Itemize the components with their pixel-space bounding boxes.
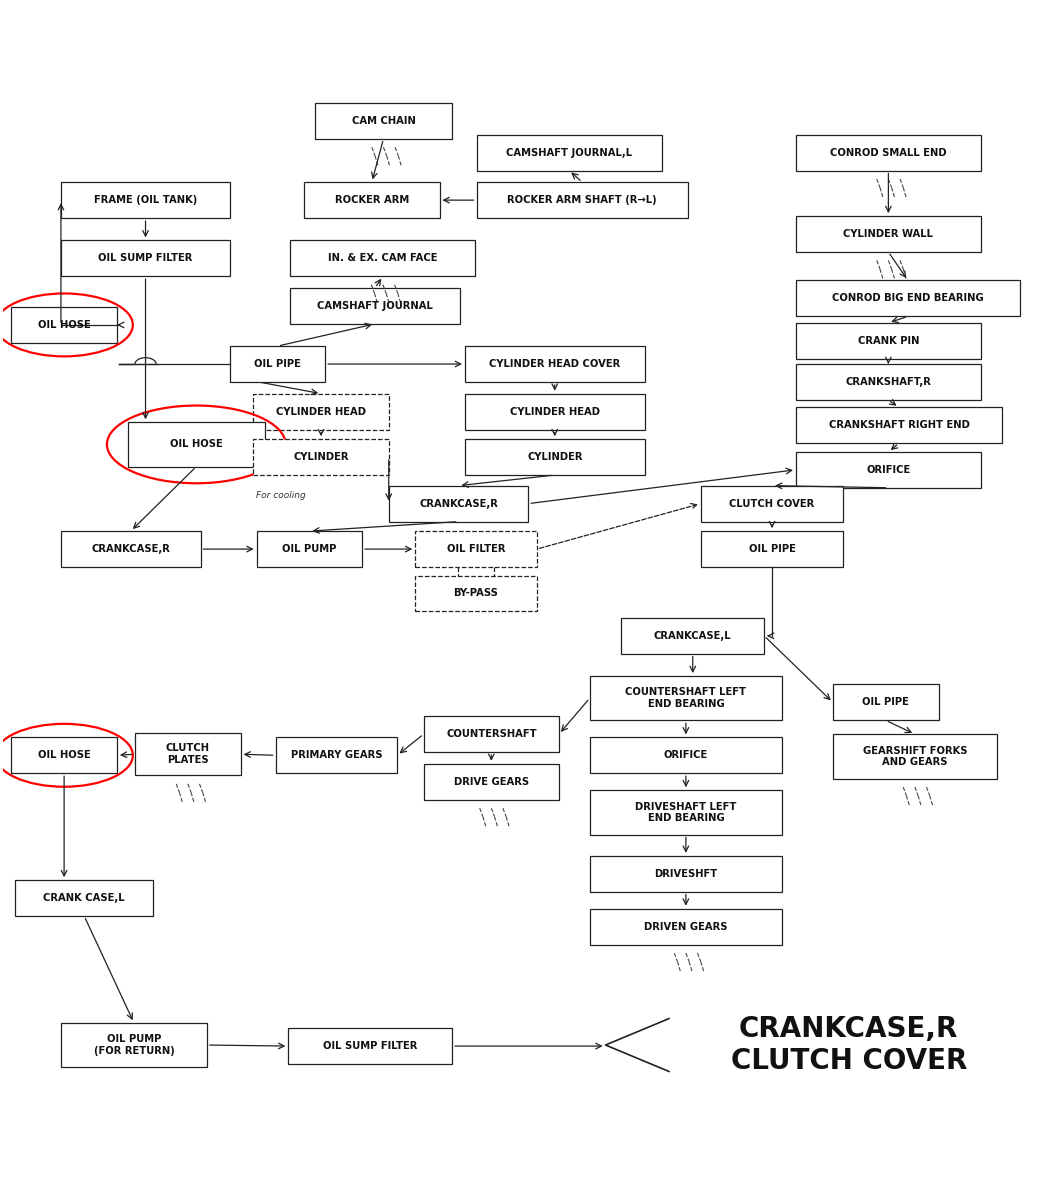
FancyBboxPatch shape <box>416 531 537 567</box>
Text: DRIVESHFT: DRIVESHFT <box>654 869 718 878</box>
Text: ROCKER ARM: ROCKER ARM <box>335 195 409 205</box>
FancyBboxPatch shape <box>476 134 661 171</box>
Text: CRANKCASE,R: CRANKCASE,R <box>419 499 497 508</box>
FancyBboxPatch shape <box>389 485 528 521</box>
Text: DRIVESHAFT LEFT
END BEARING: DRIVESHAFT LEFT END BEARING <box>636 801 737 824</box>
FancyBboxPatch shape <box>701 485 843 521</box>
Text: OIL PUMP
(FOR RETURN): OIL PUMP (FOR RETURN) <box>94 1034 174 1055</box>
Text: OIL SUMP FILTER: OIL SUMP FILTER <box>323 1041 418 1050</box>
Text: CYLINDER: CYLINDER <box>293 452 349 462</box>
FancyBboxPatch shape <box>135 734 240 775</box>
FancyBboxPatch shape <box>590 675 782 721</box>
FancyBboxPatch shape <box>796 407 1002 443</box>
Text: OIL PUMP: OIL PUMP <box>283 544 337 554</box>
FancyBboxPatch shape <box>253 394 389 430</box>
FancyBboxPatch shape <box>590 737 782 773</box>
Text: CRANKCASE,L: CRANKCASE,L <box>654 630 731 641</box>
Text: CYLINDER HEAD COVER: CYLINDER HEAD COVER <box>489 358 621 369</box>
FancyBboxPatch shape <box>128 423 265 466</box>
FancyBboxPatch shape <box>61 240 230 277</box>
Text: CYLINDER HEAD: CYLINDER HEAD <box>276 407 366 417</box>
FancyBboxPatch shape <box>256 531 362 567</box>
Text: CYLINDER WALL: CYLINDER WALL <box>843 229 933 239</box>
Text: For cooling: For cooling <box>255 491 305 500</box>
Text: BY-PASS: BY-PASS <box>454 589 499 598</box>
FancyBboxPatch shape <box>796 280 1020 317</box>
FancyBboxPatch shape <box>230 347 325 382</box>
Text: OIL FILTER: OIL FILTER <box>446 544 505 554</box>
Text: PRIMARY GEARS: PRIMARY GEARS <box>290 750 383 761</box>
FancyBboxPatch shape <box>16 880 153 916</box>
FancyBboxPatch shape <box>424 763 559 800</box>
Text: CLUTCH
PLATES: CLUTCH PLATES <box>166 743 209 766</box>
Text: CRANKCASE,R: CRANKCASE,R <box>91 544 170 554</box>
Text: OIL HOSE: OIL HOSE <box>37 320 90 330</box>
Text: CRANKCASE,R
CLUTCH COVER: CRANKCASE,R CLUTCH COVER <box>730 1015 967 1075</box>
FancyBboxPatch shape <box>424 716 559 753</box>
FancyBboxPatch shape <box>61 531 201 567</box>
Text: CYLINDER HEAD: CYLINDER HEAD <box>510 407 600 417</box>
FancyBboxPatch shape <box>796 364 981 400</box>
Text: OIL PIPE: OIL PIPE <box>748 544 795 554</box>
Text: CAMSHAFT JOURNAL: CAMSHAFT JOURNAL <box>317 300 433 311</box>
Text: CRANKSHAFT RIGHT END: CRANKSHAFT RIGHT END <box>828 420 969 431</box>
Text: CAM CHAIN: CAM CHAIN <box>352 116 416 126</box>
Text: GEARSHIFT FORKS
AND GEARS: GEARSHIFT FORKS AND GEARS <box>862 745 967 767</box>
FancyBboxPatch shape <box>315 103 452 139</box>
FancyBboxPatch shape <box>833 685 939 721</box>
FancyBboxPatch shape <box>701 531 843 567</box>
Text: OIL PIPE: OIL PIPE <box>254 358 301 369</box>
Text: ORIFICE: ORIFICE <box>866 465 911 475</box>
Text: CONROD BIG END BEARING: CONROD BIG END BEARING <box>832 293 984 304</box>
FancyBboxPatch shape <box>465 439 644 475</box>
FancyBboxPatch shape <box>796 216 981 252</box>
Text: COUNTERSHAFT LEFT
END BEARING: COUNTERSHAFT LEFT END BEARING <box>625 687 746 709</box>
Text: FRAME (OIL TANK): FRAME (OIL TANK) <box>94 195 197 205</box>
Text: OIL SUMP FILTER: OIL SUMP FILTER <box>99 253 192 264</box>
FancyBboxPatch shape <box>275 737 398 773</box>
FancyBboxPatch shape <box>590 856 782 891</box>
FancyBboxPatch shape <box>590 791 782 834</box>
FancyBboxPatch shape <box>12 307 117 343</box>
FancyBboxPatch shape <box>288 1028 452 1064</box>
Text: CAMSHAFT JOURNAL,L: CAMSHAFT JOURNAL,L <box>506 147 632 158</box>
Text: OIL PIPE: OIL PIPE <box>862 698 909 707</box>
Text: IN. & EX. CAM FACE: IN. & EX. CAM FACE <box>328 253 438 264</box>
FancyBboxPatch shape <box>12 737 117 773</box>
FancyBboxPatch shape <box>416 576 537 611</box>
FancyBboxPatch shape <box>304 182 439 218</box>
FancyBboxPatch shape <box>61 182 230 218</box>
Text: CRANKSHAFT,R: CRANKSHAFT,R <box>845 377 931 387</box>
FancyBboxPatch shape <box>622 617 764 654</box>
Text: CRANK PIN: CRANK PIN <box>858 336 919 345</box>
FancyBboxPatch shape <box>796 452 981 488</box>
Text: CYLINDER: CYLINDER <box>527 452 583 462</box>
FancyBboxPatch shape <box>253 439 389 475</box>
Text: ROCKER ARM SHAFT (R→L): ROCKER ARM SHAFT (R→L) <box>507 195 657 205</box>
FancyBboxPatch shape <box>476 182 688 218</box>
FancyBboxPatch shape <box>590 908 782 945</box>
FancyBboxPatch shape <box>290 240 475 277</box>
FancyBboxPatch shape <box>796 323 981 358</box>
Text: CRANK CASE,L: CRANK CASE,L <box>44 893 125 903</box>
Text: CLUTCH COVER: CLUTCH COVER <box>729 499 814 508</box>
Text: ORIFICE: ORIFICE <box>663 750 708 761</box>
Text: DRIVEN GEARS: DRIVEN GEARS <box>644 921 728 932</box>
Text: DRIVE GEARS: DRIVE GEARS <box>454 776 529 787</box>
Text: COUNTERSHAFT: COUNTERSHAFT <box>446 729 537 740</box>
Text: OIL HOSE: OIL HOSE <box>170 439 222 450</box>
FancyBboxPatch shape <box>796 134 981 171</box>
FancyBboxPatch shape <box>61 1023 207 1067</box>
Text: CONROD SMALL END: CONROD SMALL END <box>830 147 947 158</box>
FancyBboxPatch shape <box>465 347 644 382</box>
Text: OIL HOSE: OIL HOSE <box>37 750 90 761</box>
FancyBboxPatch shape <box>833 734 997 779</box>
FancyBboxPatch shape <box>290 288 459 324</box>
FancyBboxPatch shape <box>465 394 644 430</box>
